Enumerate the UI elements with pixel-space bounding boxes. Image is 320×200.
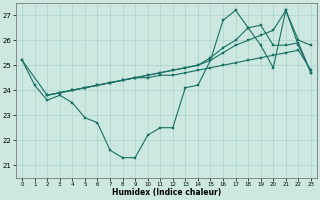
X-axis label: Humidex (Indice chaleur): Humidex (Indice chaleur) [112, 188, 221, 197]
